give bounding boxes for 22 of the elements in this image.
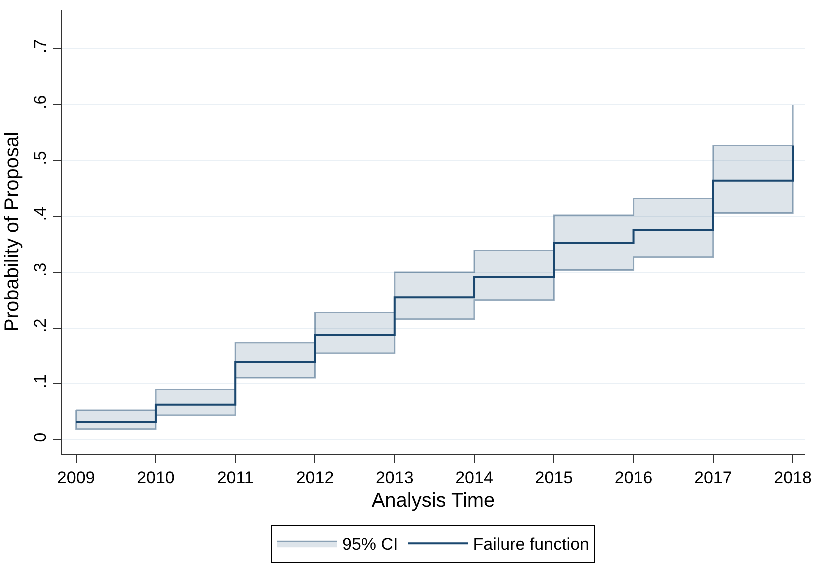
- y-tick-label: .2: [31, 318, 50, 333]
- legend-label: Failure function: [473, 535, 590, 554]
- x-tick-label: 2012: [296, 468, 334, 488]
- y-tick-label: .4: [31, 206, 50, 222]
- y-tick-label: .5: [31, 151, 50, 166]
- y-tick-label: .6: [31, 95, 50, 110]
- x-tick-label: 2015: [535, 468, 574, 488]
- x-tick-label: 2011: [217, 468, 254, 488]
- y-tick-label: .7: [31, 39, 50, 54]
- x-axis-title: Analysis Time: [372, 490, 496, 512]
- text: 95% CI: [342, 535, 398, 554]
- y-tick-label: .1: [31, 374, 50, 389]
- x-tick-label: 2010: [137, 468, 175, 488]
- x-tick-label: 2018: [774, 468, 812, 488]
- y-axis-title: Probability of Proposal: [2, 132, 24, 332]
- y-tick-label: 0: [31, 432, 50, 442]
- x-tick-label: 2014: [456, 468, 494, 488]
- y-tick-label: .3: [31, 262, 50, 278]
- x-tick-label: 2016: [614, 468, 653, 488]
- x-tick-label: 2009: [57, 468, 96, 488]
- x-tick-label: 2013: [376, 468, 414, 488]
- x-tick-label: 2017: [694, 468, 732, 488]
